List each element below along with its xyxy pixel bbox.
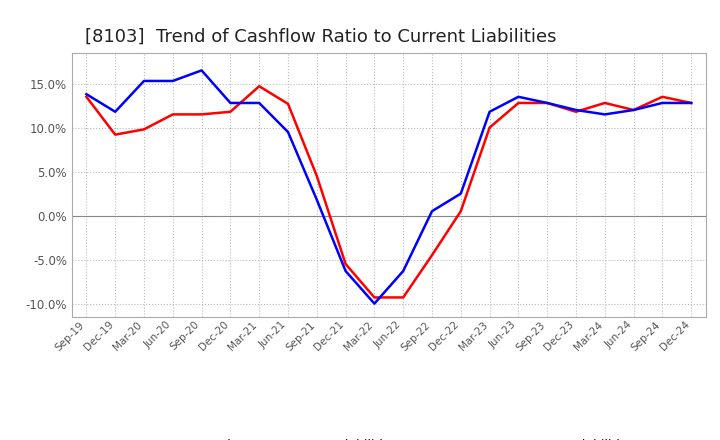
Free CF to Current Liabilities (687, 100, 696, 106)
Operating CF to Current Liabilities (370, 295, 379, 300)
Free CF to Current Liabilities (341, 268, 350, 274)
Operating CF to Current Liabilities (140, 127, 148, 132)
Operating CF to Current Liabilities (312, 173, 321, 179)
Line: Free CF to Current Liabilities: Free CF to Current Liabilities (86, 70, 691, 304)
Operating CF to Current Liabilities (485, 125, 494, 130)
Operating CF to Current Liabilities (168, 112, 177, 117)
Operating CF to Current Liabilities (514, 100, 523, 106)
Operating CF to Current Liabilities (399, 295, 408, 300)
Legend: Operating CF to Current Liabilities, Free CF to Current Liabilities: Operating CF to Current Liabilities, Fre… (138, 434, 639, 440)
Free CF to Current Liabilities (140, 78, 148, 84)
Free CF to Current Liabilities (111, 109, 120, 114)
Operating CF to Current Liabilities (82, 94, 91, 99)
Free CF to Current Liabilities (82, 92, 91, 97)
Operating CF to Current Liabilities (226, 109, 235, 114)
Free CF to Current Liabilities (456, 191, 465, 196)
Operating CF to Current Liabilities (687, 100, 696, 106)
Free CF to Current Liabilities (485, 109, 494, 114)
Free CF to Current Liabilities (197, 68, 206, 73)
Free CF to Current Liabilities (658, 100, 667, 106)
Free CF to Current Liabilities (572, 107, 580, 113)
Operating CF to Current Liabilities (341, 261, 350, 267)
Free CF to Current Liabilities (543, 100, 552, 106)
Free CF to Current Liabilities (428, 209, 436, 214)
Text: [8103]  Trend of Cashflow Ratio to Current Liabilities: [8103] Trend of Cashflow Ratio to Curren… (85, 28, 556, 46)
Operating CF to Current Liabilities (629, 107, 638, 113)
Free CF to Current Liabilities (255, 100, 264, 106)
Operating CF to Current Liabilities (255, 84, 264, 89)
Free CF to Current Liabilities (514, 94, 523, 99)
Free CF to Current Liabilities (370, 301, 379, 306)
Free CF to Current Liabilities (629, 107, 638, 113)
Line: Operating CF to Current Liabilities: Operating CF to Current Liabilities (86, 86, 691, 297)
Operating CF to Current Liabilities (284, 101, 292, 106)
Operating CF to Current Liabilities (111, 132, 120, 137)
Operating CF to Current Liabilities (197, 112, 206, 117)
Operating CF to Current Liabilities (658, 94, 667, 99)
Free CF to Current Liabilities (168, 78, 177, 84)
Operating CF to Current Liabilities (600, 100, 609, 106)
Free CF to Current Liabilities (284, 129, 292, 135)
Free CF to Current Liabilities (312, 197, 321, 202)
Free CF to Current Liabilities (399, 268, 408, 274)
Operating CF to Current Liabilities (543, 100, 552, 106)
Free CF to Current Liabilities (600, 112, 609, 117)
Operating CF to Current Liabilities (428, 253, 436, 258)
Operating CF to Current Liabilities (572, 109, 580, 114)
Operating CF to Current Liabilities (456, 209, 465, 214)
Free CF to Current Liabilities (226, 100, 235, 106)
